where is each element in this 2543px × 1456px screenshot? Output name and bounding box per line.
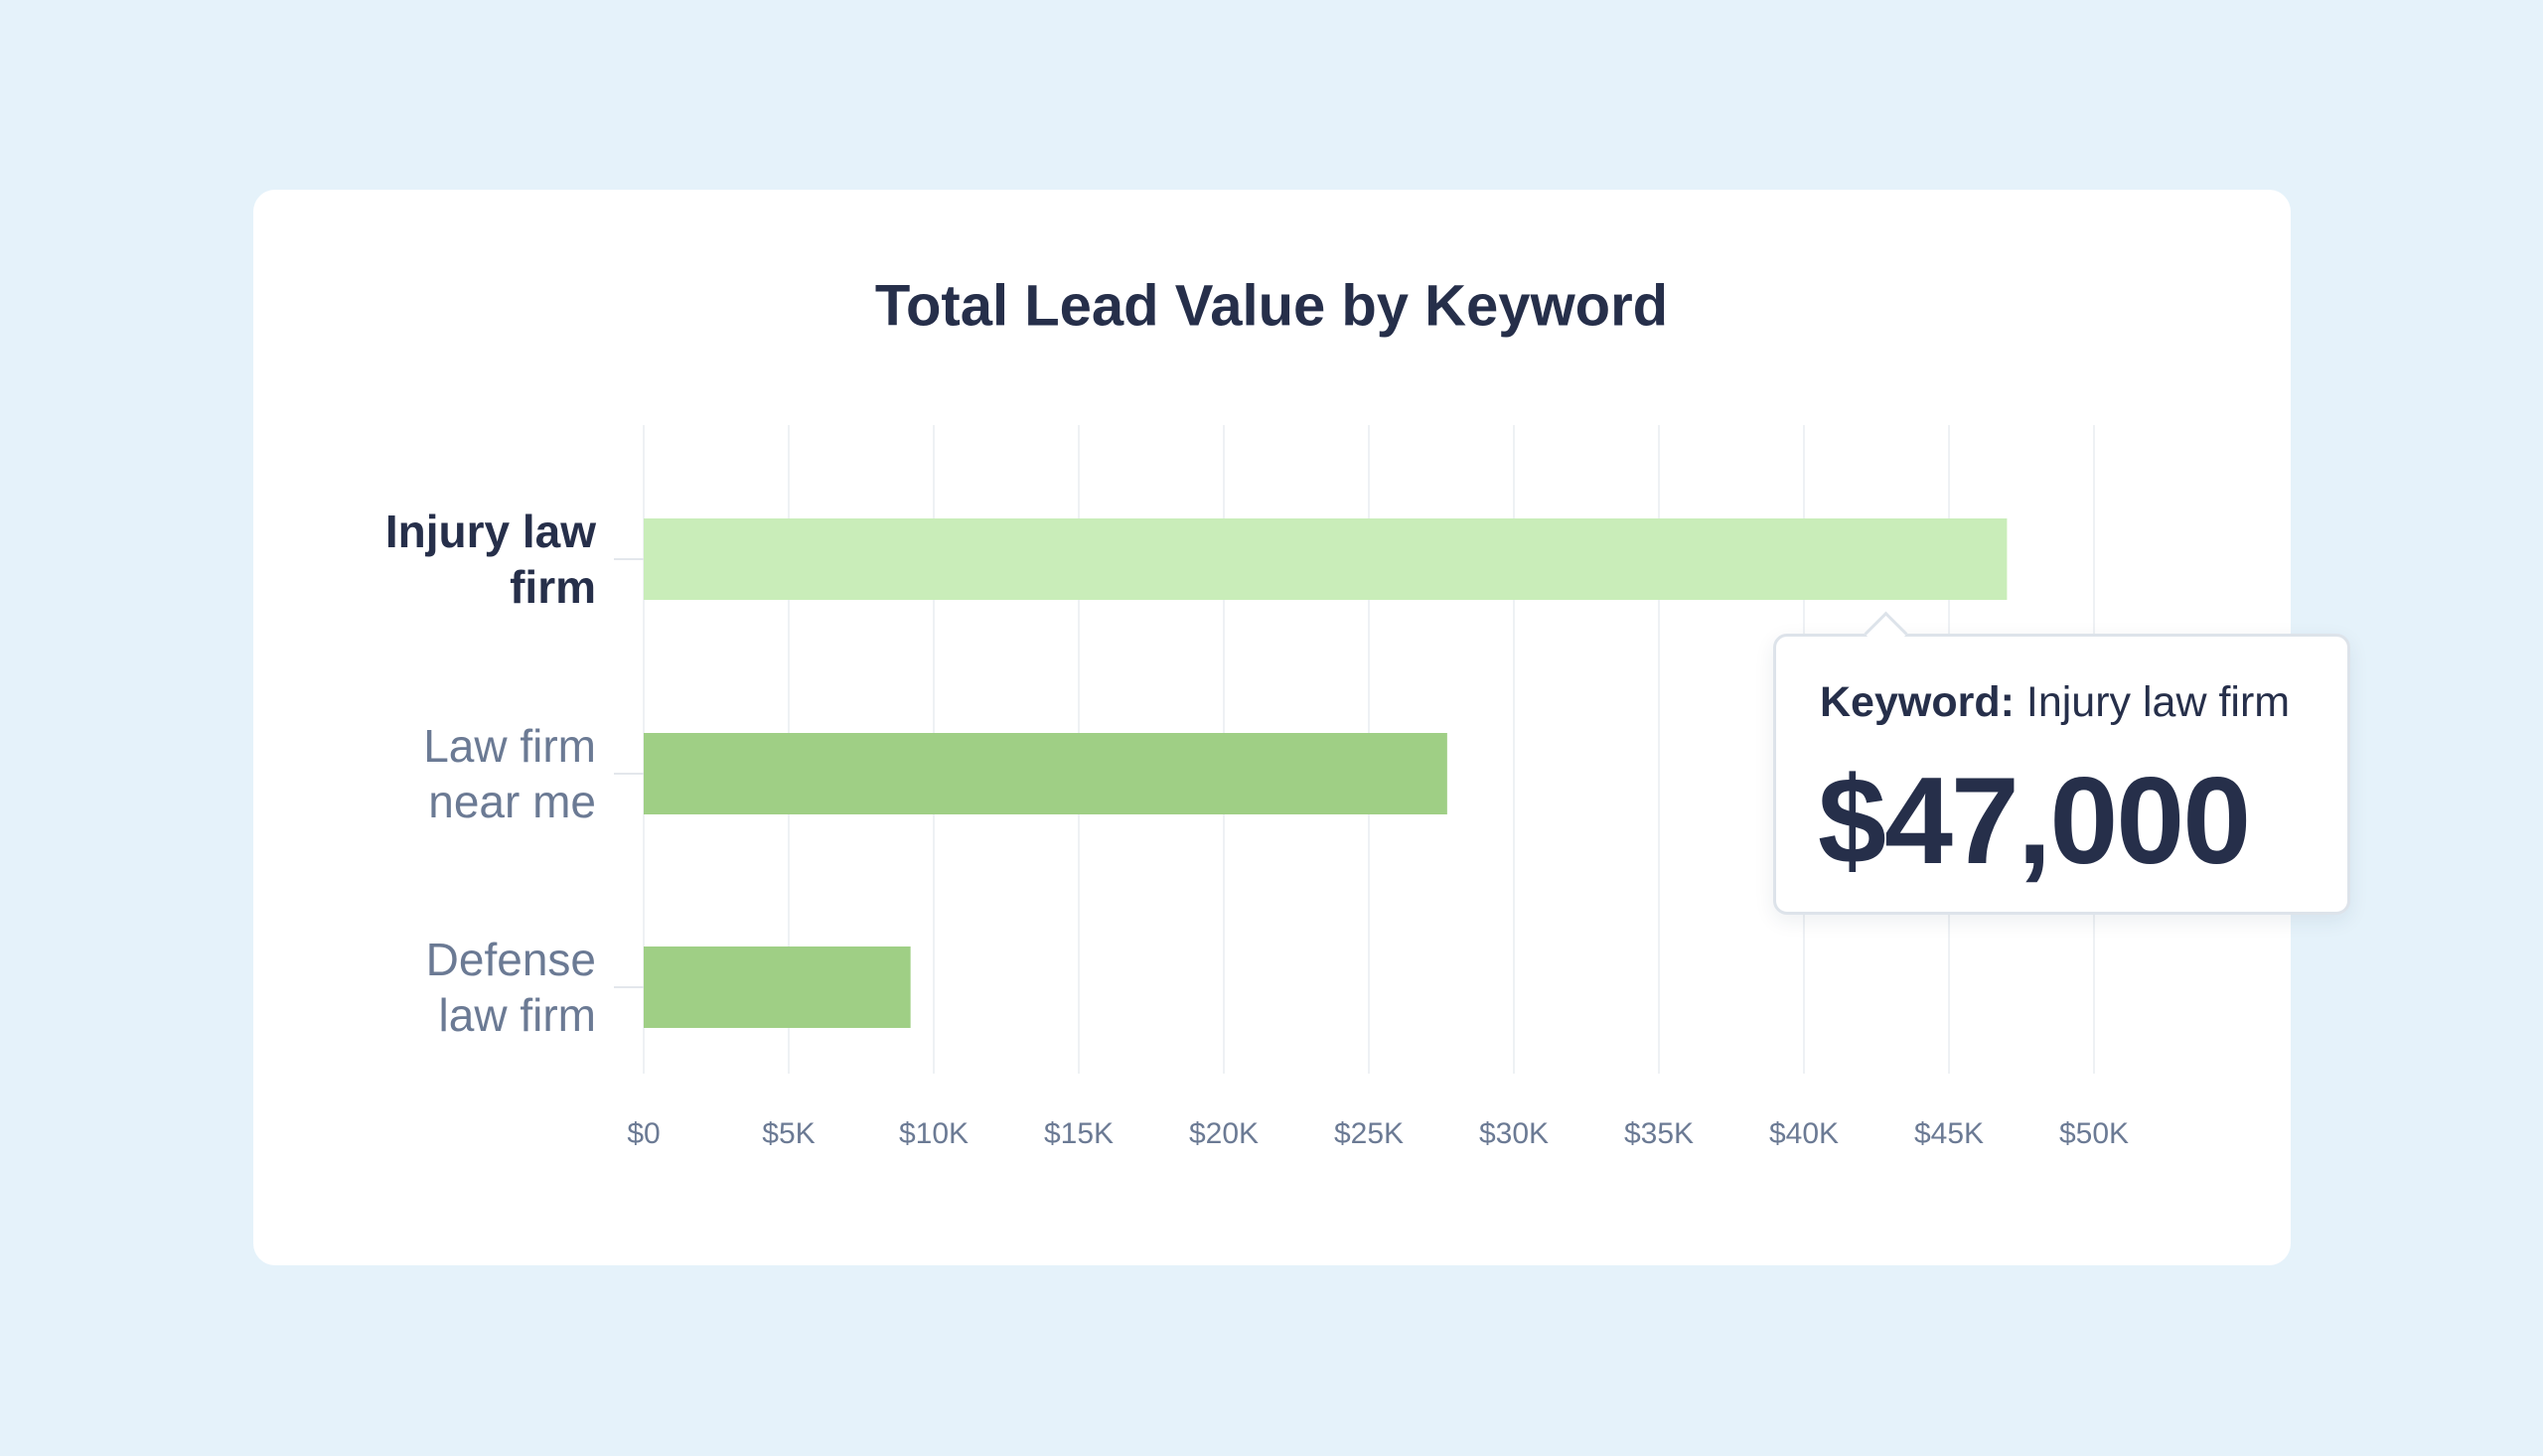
bar [644, 946, 911, 1028]
tooltip-key: Keyword: Injury law firm [1820, 678, 2290, 727]
tooltip-value: $47,000 [1818, 753, 2251, 890]
x-tick-label: $35K [1624, 1117, 1694, 1150]
bar [644, 733, 1447, 814]
y-tick-label: Law firm near me [423, 720, 596, 827]
x-tick-label: $30K [1479, 1117, 1549, 1150]
x-tick-label: $25K [1334, 1117, 1404, 1150]
tooltip-category: Injury law firm [2025, 678, 2291, 726]
y-tick-label: Injury law firm [384, 506, 596, 613]
y-tick-label: Defense law firm [425, 934, 596, 1041]
bars [614, 518, 2008, 1028]
bar [644, 518, 2008, 600]
tooltip-label: Keyword: [1820, 678, 2015, 726]
x-tick-label: $20K [1189, 1117, 1259, 1150]
x-tick-label: $40K [1769, 1117, 1839, 1150]
x-tick-label: $45K [1914, 1117, 1984, 1150]
x-tick-label: $50K [2059, 1117, 2129, 1150]
x-tick-label: $15K [1044, 1117, 1114, 1150]
x-tick-label: $10K [899, 1117, 969, 1150]
x-tick-label: $5K [762, 1117, 815, 1150]
x-tick-label: $0 [627, 1117, 660, 1150]
chart-title: Total Lead Value by Keyword [875, 273, 1668, 338]
tooltip: Keyword: Injury law firm $47,000 [1773, 634, 2350, 915]
